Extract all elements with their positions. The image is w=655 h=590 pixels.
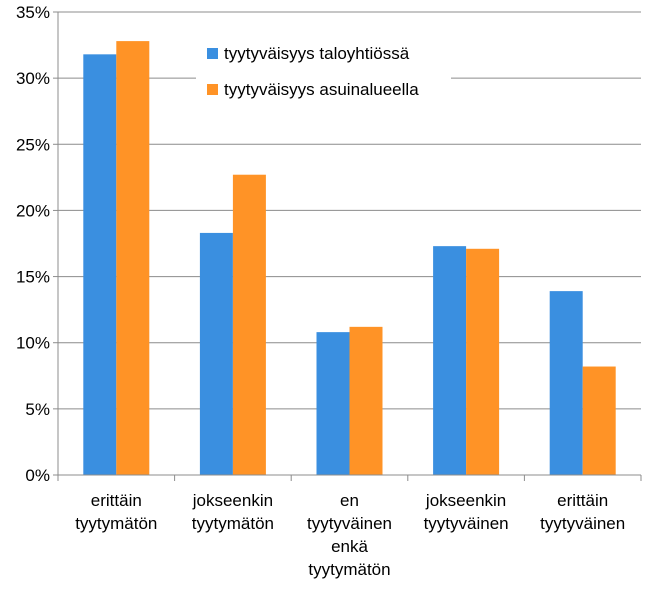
y-tick-label: 0% (25, 466, 50, 485)
y-tick-label: 20% (16, 201, 50, 220)
x-category-label-line: tyytymätön (192, 514, 274, 533)
y-tick-label: 15% (16, 268, 50, 287)
legend-background (196, 35, 451, 107)
bar-series-1-cat-3 (316, 332, 350, 475)
x-category-label: erittäin tyytyväinen (540, 491, 625, 533)
x-category-label: erittäin tyytymätön (75, 491, 157, 533)
x-category-label-line: tyytymätön (308, 560, 390, 579)
bar-series-1-cat-1 (83, 54, 117, 476)
bar-series-1-cat-2 (199, 232, 233, 475)
y-tick-label: 10% (16, 334, 50, 353)
x-category-label-line: tyytyväinen (540, 514, 625, 533)
bars (83, 41, 616, 476)
bar-series-1-cat-5 (549, 291, 583, 475)
legend-swatch (207, 84, 218, 95)
x-category-label: jokseenkin tyytymätön (192, 491, 274, 533)
y-tick-label: 5% (25, 400, 50, 419)
x-category-label-line: en (340, 491, 359, 510)
y-tick-label: 25% (16, 135, 50, 154)
y-tick-label: 30% (16, 69, 50, 88)
x-category-label-line: tyytymätön (75, 514, 157, 533)
axes (53, 11, 642, 481)
x-category-label-line: jokseenkin (425, 491, 506, 510)
bar-series-1-cat-4 (433, 246, 467, 475)
bar-series-2-cat-3 (349, 326, 383, 475)
x-category-label-line: jokseenkin (192, 491, 273, 510)
x-category-label-line: erittäin (557, 491, 608, 510)
x-category-label-line: erittäin (91, 491, 142, 510)
bar-series-2-cat-5 (582, 366, 616, 475)
bar-series-2-cat-1 (116, 41, 150, 476)
legend-swatch (207, 48, 218, 59)
x-category-label-line: enkä (331, 537, 368, 556)
bar-series-2-cat-2 (232, 174, 266, 475)
legend: tyytyväisyys taloyhtiössä tyytyväisyys as… (196, 35, 451, 107)
y-axis-tick-labels: 0% 5% 10% 15% 20% 25% 30% 35% (16, 3, 50, 485)
legend-label: tyytyväisyys asuinalueella (224, 80, 419, 99)
x-category-label: jokseenkin tyytyväinen (424, 491, 509, 533)
x-category-label-line: tyytyväinen (424, 514, 509, 533)
y-tick-label: 35% (16, 3, 50, 22)
x-category-label: en tyytyväinen enkä tyytymätön (307, 491, 392, 579)
x-category-label-line: tyytyväinen (307, 514, 392, 533)
bar-series-2-cat-4 (466, 248, 500, 475)
legend-label: tyytyväisyys taloyhtiössä (224, 44, 410, 63)
